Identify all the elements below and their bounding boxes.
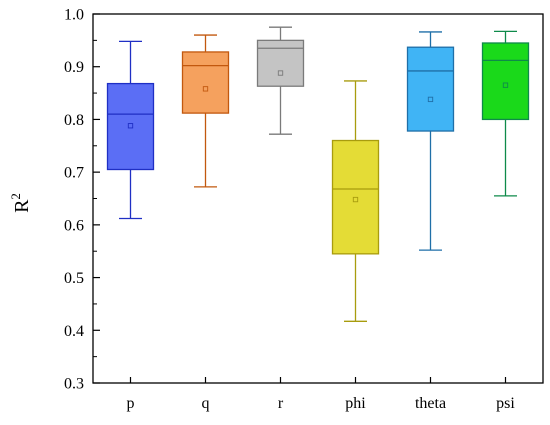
y-tick-label: 0.8: [64, 112, 84, 129]
y-axis-title-base: R: [11, 199, 33, 213]
box-psi: [481, 30, 530, 197]
iqr-box: [106, 82, 155, 171]
iqr-box: [181, 51, 230, 114]
y-tick-label: 1.0: [64, 7, 84, 24]
x-tick-label-theta: theta: [415, 395, 446, 412]
mean-marker: [427, 96, 434, 103]
x-tick-label-q: q: [202, 395, 210, 412]
box-series: [106, 26, 530, 322]
y-axis: 0.3 0.4 0.5 0.6 0.7 0.8 0.9 1.0: [64, 7, 100, 393]
y-axis-title: R2: [8, 193, 33, 213]
mean-marker: [202, 86, 209, 92]
box-r: [256, 26, 305, 135]
box-p: [106, 40, 155, 220]
iqr-box: [481, 42, 530, 121]
mean-marker: [127, 123, 134, 129]
plot-frame: [92, 13, 544, 384]
x-tick-label-phi: phi: [345, 395, 366, 412]
box-q: [181, 34, 230, 188]
y-tick-label: 0.4: [64, 323, 84, 340]
iqr-box: [256, 39, 305, 87]
y-tick-label: 0.3: [64, 376, 84, 393]
y-tick-label: 0.5: [64, 270, 84, 287]
mean-marker: [352, 196, 359, 203]
x-tick-label-r: r: [278, 395, 284, 412]
x-tick-label-p: p: [127, 395, 135, 412]
y-tick-label: 0.9: [64, 59, 84, 76]
mean-marker: [502, 82, 509, 88]
mean-marker: [277, 70, 284, 76]
y-tick-label: 0.6: [64, 217, 84, 234]
box-theta: [406, 31, 455, 251]
x-axis: p q r phi theta psi: [127, 377, 515, 412]
x-tick-label-psi: psi: [496, 395, 515, 412]
iqr-box: [406, 46, 455, 132]
plot-border: [92, 13, 544, 384]
box-phi: [331, 80, 380, 322]
y-tick-label: 0.7: [64, 165, 84, 182]
y-axis-title-superscript: 2: [8, 193, 23, 200]
